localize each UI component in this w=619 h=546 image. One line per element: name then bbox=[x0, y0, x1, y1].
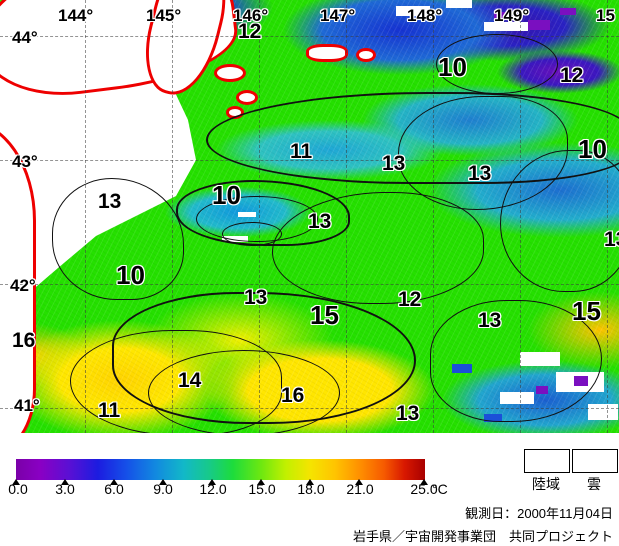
land-key-swatch bbox=[524, 449, 570, 473]
contour-label: 13 bbox=[396, 402, 420, 425]
contour-label: 14 bbox=[178, 369, 202, 392]
contour-label: 10 bbox=[212, 180, 241, 210]
graticule-lat-44 bbox=[0, 36, 619, 37]
isotherm-13-c bbox=[272, 192, 484, 304]
colorbar-tick bbox=[208, 479, 216, 485]
colorbar-tick bbox=[355, 479, 363, 485]
land-key-label: 陸域 bbox=[532, 476, 560, 492]
lon-label-147: 147° bbox=[320, 6, 356, 25]
colorbar-tick-label: 18.0 bbox=[297, 481, 325, 497]
land-islet bbox=[356, 48, 376, 62]
lon-label-145: 145° bbox=[146, 6, 182, 25]
contour-label: 13 bbox=[244, 286, 268, 309]
colorbar-tick-label: 9.0 bbox=[153, 481, 173, 497]
colorbar-unit-label: °C bbox=[432, 481, 448, 497]
isotherm-13-nw bbox=[52, 178, 184, 300]
contour-label: 13 bbox=[604, 228, 619, 251]
contour-label: 15 bbox=[310, 300, 339, 330]
isotherm-14 bbox=[70, 330, 282, 433]
colorbar-tick-label: 3.0 bbox=[55, 481, 75, 497]
credit-line: 岩手県／宇宙開発事業団 共同プロジェクト bbox=[352, 529, 613, 544]
contour-label: 10 bbox=[116, 260, 145, 290]
contour-label: 12 bbox=[560, 64, 584, 87]
cloud-patch bbox=[330, 8, 344, 14]
contour-label: 13 bbox=[478, 309, 502, 332]
contour-label: 12 bbox=[238, 20, 262, 43]
cloud-patch bbox=[484, 22, 528, 31]
colorbar-tick-label: 25.0 bbox=[410, 481, 438, 497]
contour-label: 10 bbox=[578, 134, 607, 164]
colorbar-tick bbox=[110, 479, 118, 485]
colorbar-gradient bbox=[16, 459, 425, 480]
land-islet bbox=[306, 44, 348, 62]
lon-label-149: 149° bbox=[494, 6, 530, 25]
isotherm-13-e bbox=[500, 150, 619, 292]
isotherm-11-ne bbox=[436, 34, 558, 94]
contour-label: 15 bbox=[572, 296, 601, 326]
cloud-patch bbox=[396, 6, 430, 16]
contour-label: 13 bbox=[468, 162, 492, 185]
lon-label-150: 15 bbox=[596, 6, 615, 25]
land-islet bbox=[214, 64, 246, 82]
lat-label-43: 43° bbox=[12, 152, 38, 171]
observation-date: 観測日：2000年11月04日 bbox=[465, 506, 613, 521]
contour-label: 11 bbox=[98, 399, 121, 422]
colorbar-tick-label: 6.0 bbox=[104, 481, 124, 497]
colorbar-tick-label: 21.0 bbox=[346, 481, 374, 497]
flagged-pixel bbox=[560, 8, 576, 15]
contour-label: 16 bbox=[12, 329, 36, 352]
colorbar-tick-label: 15.0 bbox=[248, 481, 276, 497]
contour-label: 11 bbox=[290, 140, 313, 163]
lon-label-144: 144° bbox=[58, 6, 94, 25]
contour-label: 16 bbox=[281, 384, 305, 407]
colorbar-tick bbox=[257, 479, 265, 485]
contour-label: 13 bbox=[308, 210, 332, 233]
lon-label-146: 146° bbox=[233, 6, 269, 25]
lon-label-148: 148° bbox=[407, 6, 443, 25]
lat-label-44: 44° bbox=[12, 28, 38, 47]
colorbar-tick bbox=[159, 479, 167, 485]
contour-label: 12 bbox=[398, 288, 422, 311]
colorbar-tick bbox=[306, 479, 314, 485]
contour-label: 10 bbox=[438, 52, 467, 82]
colorbar-tick bbox=[420, 479, 428, 485]
cloud-key-label: 雲 bbox=[587, 476, 601, 492]
colorbar-tick-label: 12.0 bbox=[199, 481, 227, 497]
colorbar bbox=[12, 459, 428, 485]
isotherm-13-se bbox=[430, 300, 602, 422]
contour-label: 13 bbox=[98, 190, 122, 213]
cloud-key-swatch bbox=[572, 449, 618, 473]
colorbar-tick-label: 0.0 bbox=[8, 481, 28, 497]
cloud-patch bbox=[588, 404, 618, 420]
flagged-pixel bbox=[528, 20, 550, 30]
colorbar-tick bbox=[12, 479, 20, 485]
colorbar-tick bbox=[61, 479, 69, 485]
lat-label-41: 41° bbox=[14, 396, 40, 415]
contour-label: 13 bbox=[382, 152, 406, 175]
map-panel: 144° 145° 146° 147° 148° 149° 15 44° 43°… bbox=[0, 0, 619, 433]
flagged-pixel bbox=[494, 12, 512, 20]
lat-label-42: 42° bbox=[10, 276, 36, 295]
cloud-patch bbox=[446, 0, 472, 8]
land-islet bbox=[236, 90, 258, 105]
